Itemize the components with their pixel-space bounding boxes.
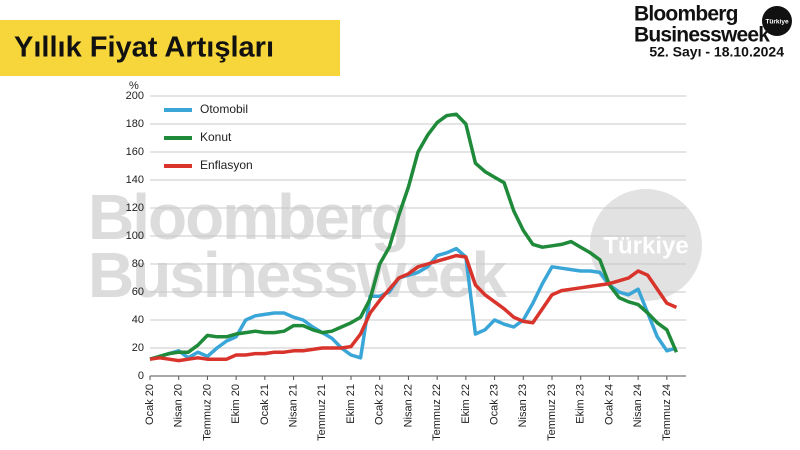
y-tick-label: 160 bbox=[126, 146, 144, 158]
x-tick-label: Ocak 21 bbox=[259, 384, 271, 425]
watermark: Bloomberg Businessweek Türkiye bbox=[88, 181, 702, 311]
legend-label: Konut bbox=[200, 130, 232, 144]
y-tick-label: 100 bbox=[126, 230, 144, 242]
y-tick-label: 60 bbox=[132, 286, 144, 298]
x-tick-label: Ekim 21 bbox=[345, 384, 357, 424]
y-tick-label: 40 bbox=[132, 314, 144, 326]
legend-label: Enflasyon bbox=[200, 158, 253, 172]
x-tick-label: Nisan 24 bbox=[632, 384, 644, 427]
y-tick-label: 140 bbox=[126, 174, 144, 186]
x-tick-label: Ocak 24 bbox=[603, 384, 615, 425]
y-unit-label: % bbox=[129, 80, 139, 92]
watermark-badge bbox=[590, 189, 702, 301]
x-tick-label: Ocak 20 bbox=[144, 384, 156, 425]
x-tick-label: Temmuz 20 bbox=[201, 384, 213, 441]
brand: Businessweek bbox=[634, 24, 770, 47]
watermark-text: Businessweek bbox=[88, 239, 508, 311]
x-tick-label: Ekim 22 bbox=[460, 384, 472, 424]
title-box bbox=[0, 20, 340, 76]
x-tick-label: Temmuz 21 bbox=[316, 384, 328, 441]
x-tick-label: Nisan 21 bbox=[287, 384, 299, 427]
y-tick-label: 180 bbox=[126, 118, 144, 130]
x-tick-label: Temmuz 22 bbox=[431, 384, 443, 441]
brand-badge-text: Türkiye bbox=[765, 19, 789, 26]
x-tick-label: Nisan 22 bbox=[402, 384, 414, 427]
y-tick-label: 80 bbox=[132, 258, 144, 270]
y-tick-label: 0 bbox=[138, 370, 144, 382]
series-line bbox=[149, 112, 679, 361]
x-tick-label: Ekim 20 bbox=[230, 384, 242, 424]
chart-title: Yıllık Fiyat Artışları bbox=[14, 32, 274, 64]
x-tick-label: Temmuz 23 bbox=[546, 384, 558, 441]
watermark-text: Türkiye bbox=[603, 232, 688, 259]
y-tick-label: 200 bbox=[126, 90, 144, 102]
y-tick-label: 120 bbox=[126, 202, 144, 214]
legend-label: Otomobil bbox=[200, 102, 248, 116]
watermark-text: Bloomberg bbox=[88, 181, 408, 253]
series-line bbox=[149, 253, 678, 363]
brand: Bloomberg bbox=[634, 3, 738, 26]
x-tick-label: Temmuz 24 bbox=[661, 384, 673, 441]
issue: 52. Sayı - 18.10.2024 bbox=[649, 44, 784, 60]
x-tick-label: Ocak 22 bbox=[374, 384, 386, 425]
x-tick-label: Nisan 23 bbox=[517, 384, 529, 427]
x-tick-label: Ocak 23 bbox=[488, 384, 500, 425]
x-tick-label: Ekim 23 bbox=[575, 384, 587, 424]
brand-badge bbox=[762, 6, 792, 36]
y-tick-label: 20 bbox=[132, 342, 144, 354]
x-tick-label: Nisan 20 bbox=[173, 384, 185, 427]
